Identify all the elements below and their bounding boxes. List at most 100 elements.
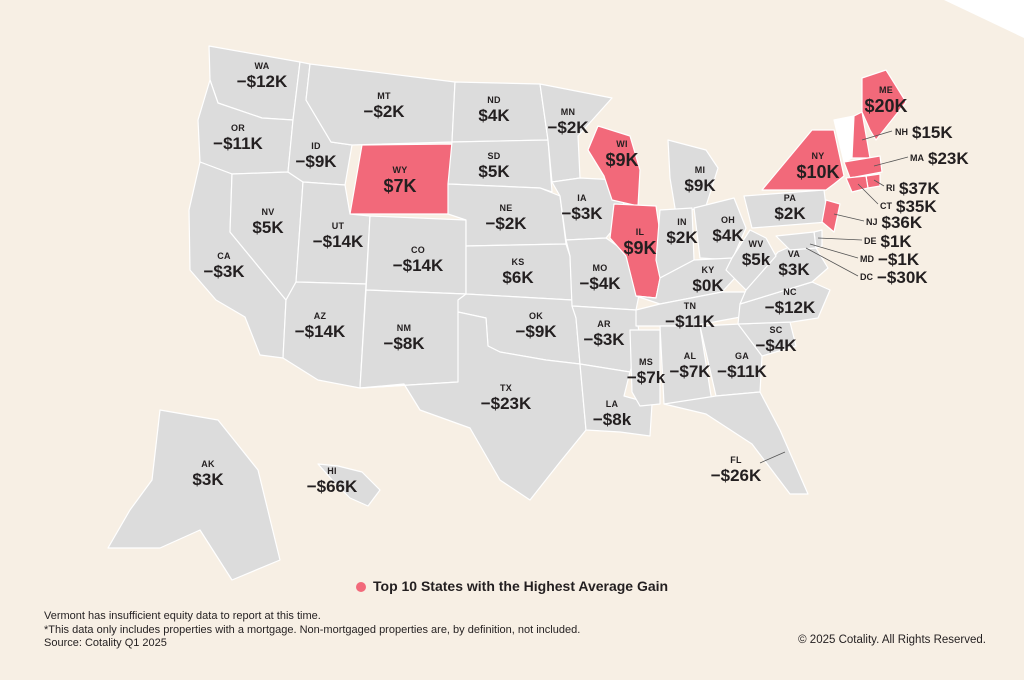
copyright: © 2025 Cotality. All Rights Reserved. [798, 634, 986, 646]
legend-label: Top 10 States with the Highest Average G… [373, 578, 669, 594]
state-value: $10K [796, 162, 840, 182]
state-value: $37K [899, 179, 940, 198]
state-abbr: WA [254, 61, 270, 71]
state-abbr: IN [677, 217, 687, 227]
state-shape-va [739, 237, 829, 305]
state-abbr: AZ [313, 311, 327, 321]
state-abbr: KY [701, 265, 715, 275]
state-abbr: CA [217, 251, 231, 261]
state-abbr: TX [499, 383, 513, 393]
state-value: −$3K [203, 262, 245, 281]
state-shape-nj [821, 199, 841, 233]
state-abbr: MN [560, 107, 576, 117]
state-value: −$3K [583, 330, 625, 349]
us-map [107, 45, 909, 581]
state-label-wa: WA −$12K [236, 61, 288, 91]
state-value: $5k [741, 250, 771, 269]
state-shape-la [579, 363, 653, 437]
state-abbr: RI [886, 183, 895, 193]
state-value: −$2K [547, 118, 589, 137]
callout-label-de: DE $1K [864, 233, 912, 250]
state-shape-ma [843, 155, 883, 179]
state-value: $4K [712, 226, 744, 245]
state-label-ms: MS −$7k [626, 358, 666, 387]
state-abbr: NM [396, 323, 412, 333]
state-value: −$11K [665, 312, 715, 331]
state-abbr: GA [734, 351, 750, 361]
state-value: $1K [880, 232, 912, 251]
state-abbr: TN [683, 301, 697, 311]
state-abbr: SD [487, 151, 501, 161]
state-shape-ct [845, 175, 869, 193]
state-abbr: PA [783, 193, 797, 203]
state-abbr: HI [327, 466, 337, 476]
legend: Top 10 States with the Highest Average G… [356, 578, 668, 594]
state-value: $23K [928, 149, 969, 168]
state-label-la: LA −$8k [592, 399, 632, 429]
vermont-note: Vermont has insufficient equity data to … [44, 610, 321, 622]
state-shape-hi [317, 463, 381, 507]
state-label-tx: TX −$23K [480, 383, 532, 413]
state-abbr: FL [730, 455, 742, 465]
corner-decoration [944, 0, 1024, 38]
state-value: −$9K [295, 152, 337, 171]
state-label-wy: WY $7K [383, 165, 416, 196]
state-value: −$8K [383, 334, 425, 353]
callout-label-md: MD −$1K [860, 251, 919, 268]
state-value: −$12K [764, 298, 816, 317]
state-label-wv: WV $5k [741, 239, 771, 269]
leader-line-nj [833, 213, 865, 222]
mortgage-note: *This data only includes properties with… [44, 623, 581, 636]
state-abbr: ND [487, 95, 501, 105]
state-label-or: OR −$11K [213, 124, 263, 153]
state-label-me: ME $20K [864, 86, 907, 116]
state-shape-mo [565, 237, 641, 311]
state-value: −$66K [306, 477, 358, 496]
state-value: $5K [478, 162, 510, 181]
state-abbr: DE [864, 236, 877, 246]
state-shape-wv [725, 229, 777, 291]
state-abbr: IA [577, 193, 587, 203]
state-shape-az [282, 281, 367, 389]
state-label-nv: NV $5K [252, 208, 284, 237]
state-abbr: NE [499, 203, 513, 213]
state-label-az: AZ −$14K [295, 311, 346, 341]
state-shape-ms [629, 329, 661, 407]
state-shape-tx [359, 311, 587, 501]
callout-label-ri: RI $37K [886, 180, 940, 197]
state-value: $15K [912, 123, 953, 142]
state-value: −$8k [592, 410, 632, 429]
state-label-mi: MI $9K [684, 166, 715, 195]
state-value: −$9K [515, 322, 557, 341]
state-value: $35K [896, 197, 937, 216]
state-label-sc: SC −$4K [755, 325, 796, 355]
callout-label-ma: MA $23K [910, 150, 969, 167]
state-value: −$26K [710, 466, 762, 485]
state-value: $5K [252, 218, 284, 237]
state-label-sd: SD $5K [478, 151, 510, 181]
leader-line-md [809, 243, 859, 259]
state-label-ok: OK −$9K [515, 312, 557, 341]
state-shape-me [861, 69, 907, 141]
state-abbr: AL [683, 351, 697, 361]
state-value: −$7k [626, 368, 666, 387]
state-abbr: WV [748, 239, 764, 249]
state-value: −$23K [480, 394, 532, 413]
state-abbr: NH [895, 127, 908, 137]
state-value: $2K [666, 228, 698, 247]
state-label-va: VA $3K [778, 250, 809, 279]
state-abbr: WY [392, 165, 408, 175]
state-shape-oh [693, 197, 747, 261]
state-abbr: LA [605, 399, 619, 409]
state-value: −$7K [669, 362, 711, 381]
state-value: −$12K [236, 72, 288, 91]
state-label-pa: PA $2K [774, 193, 805, 223]
state-label-ne: NE −$2K [485, 203, 526, 233]
state-abbr: ID [311, 141, 321, 151]
state-abbr: CT [880, 201, 892, 211]
leader-line-ct [857, 183, 879, 205]
state-value: $6K [502, 268, 534, 287]
state-value: −$2K [363, 102, 405, 121]
leader-line-fl [759, 451, 786, 464]
state-abbr: SC [769, 325, 783, 335]
